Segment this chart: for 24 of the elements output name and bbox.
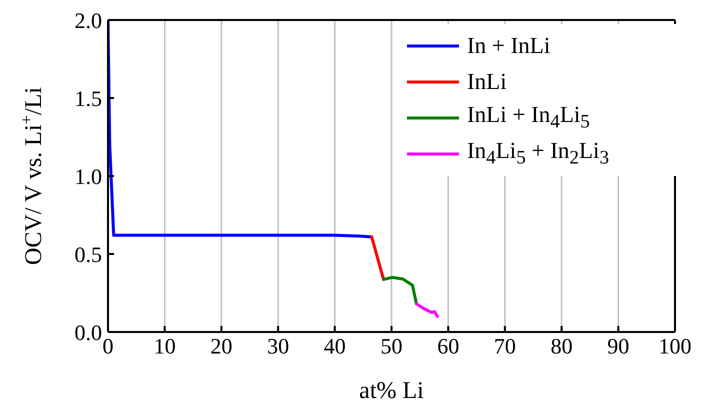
y-tick-label: 0.0 [74, 320, 102, 345]
x-tick-label: 100 [658, 334, 692, 359]
x-tick-label: 50 [380, 334, 402, 359]
y-tick-label: 1.0 [74, 164, 102, 189]
x-tick-label: 70 [494, 334, 516, 359]
y-tick-label: 2.0 [74, 8, 102, 33]
x-tick-label: 0 [102, 334, 114, 359]
line-series [382, 276, 418, 306]
x-tick-label: 10 [154, 334, 176, 359]
legend-label: In$_{4}$Li$_{5}$ + In$_{2}$Li$_{3}$ [467, 138, 610, 170]
line-series [108, 20, 374, 238]
x-axis-title: at% Li [359, 378, 424, 404]
x-tick-label: 40 [324, 334, 346, 359]
x-tick-label: 80 [550, 334, 573, 359]
y-tick-label: 1.5 [74, 86, 102, 111]
line-series [414, 302, 439, 318]
x-tick-label: 30 [267, 334, 290, 359]
x-tick-label: 20 [210, 334, 232, 359]
legend-label: InLi [467, 69, 507, 95]
y-tick-label: 0.5 [74, 242, 102, 267]
x-tick-label: 60 [437, 334, 460, 359]
legend-label: InLi + In$_{4}$Li$_{5}$ [467, 102, 590, 134]
legend-label: In + InLi [467, 33, 550, 59]
x-tick-label: 90 [607, 334, 630, 359]
